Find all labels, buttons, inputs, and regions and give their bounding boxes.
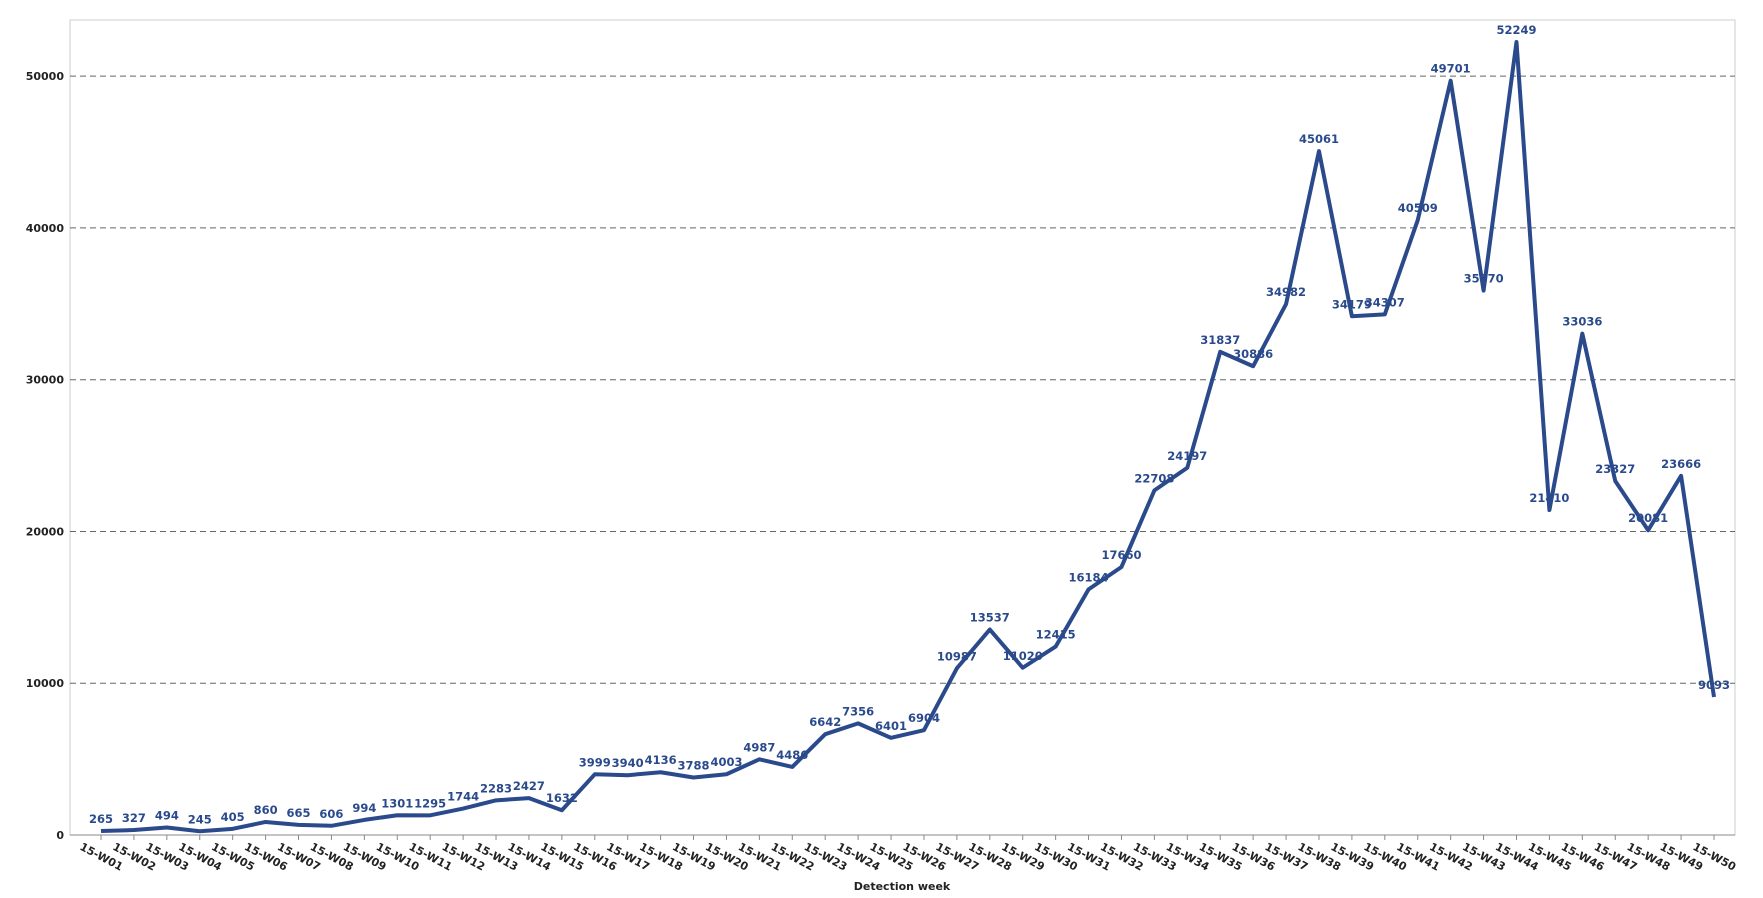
y-tick-label: 0 [56,829,64,842]
data-label: 994 [352,801,376,815]
data-label: 6401 [875,719,907,733]
data-label: 9093 [1698,678,1730,692]
data-label: 4003 [710,755,742,769]
data-label: 860 [254,803,278,817]
data-label: 245 [188,812,212,826]
data-label: 6642 [809,715,841,729]
data-label: 265 [89,812,113,826]
data-label: 7356 [842,704,874,718]
data-label: 1301 [381,796,413,810]
plot-frame [69,19,1736,836]
data-label: 4486 [776,748,808,762]
x-axis-title: Detection week [854,880,951,893]
data-label: 33036 [1562,315,1602,329]
data-label: 3788 [678,759,710,773]
data-label: 23327 [1595,462,1635,476]
data-label: 3940 [612,756,644,770]
line [100,40,1716,834]
data-label: 1632 [546,791,578,805]
data-label: 40509 [1398,201,1438,215]
data-label: 34307 [1365,295,1405,309]
y-tick-label: 20000 [26,525,65,538]
data-label: 3999 [579,755,611,769]
data-label: 1744 [447,790,479,804]
data-label: 31837 [1200,333,1240,347]
y-tick-label: 50000 [26,70,65,83]
data-label: 665 [287,806,311,820]
data-label: 49701 [1431,62,1471,76]
data-label: 4136 [645,753,677,767]
data-label: 34982 [1266,285,1306,299]
data-label: 2283 [480,781,512,795]
data-label: 494 [155,809,179,823]
data-label: 405 [221,810,245,824]
data-label: 21410 [1529,491,1569,505]
data-label: 22708 [1134,471,1174,485]
data-label: 17660 [1101,548,1141,562]
y-tick-label: 40000 [26,222,65,235]
data-label: 606 [319,807,343,821]
data-label: 11020 [1003,649,1043,663]
data-label: 30886 [1233,347,1273,361]
data-label: 10987 [937,649,977,663]
y-tick-label: 10000 [26,677,65,690]
y-tick-label: 30000 [26,374,65,387]
data-label: 35870 [1464,272,1504,286]
data-label: 1295 [414,796,446,810]
data-label: 13537 [970,611,1010,625]
data-label: 24197 [1167,449,1207,463]
data-label: 23666 [1661,457,1701,471]
data-label: 45061 [1299,132,1339,146]
data-label: 20081 [1628,511,1668,525]
data-label: 2427 [513,779,545,793]
data-label: 4987 [743,740,775,754]
data-label: 34179 [1332,297,1372,311]
data-label: 327 [122,811,146,825]
data-label: 12415 [1036,628,1076,642]
data-label: 6904 [908,711,940,725]
data-label: 16184 [1069,570,1109,584]
data-label: 52249 [1496,23,1536,37]
